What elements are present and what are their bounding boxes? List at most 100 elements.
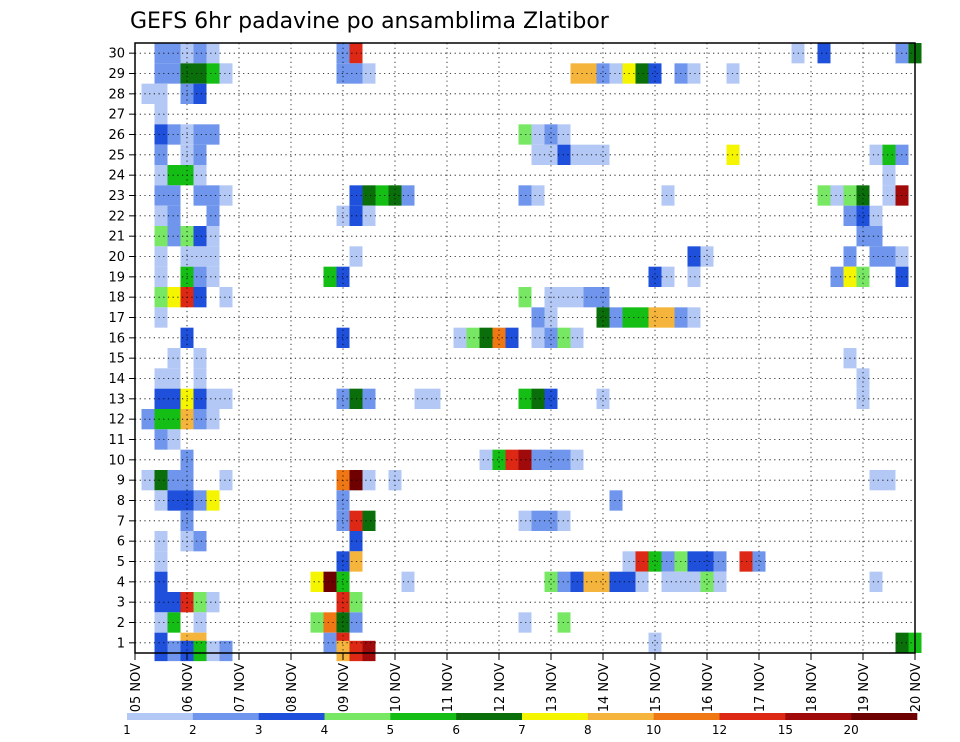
heatmap-cell	[206, 246, 220, 267]
colorbar-segment	[258, 713, 325, 720]
heatmap-cell	[687, 63, 701, 84]
y-tick-label: 20	[108, 250, 125, 265]
heatmap-cell	[167, 388, 181, 409]
heatmap-cell	[869, 571, 883, 592]
heatmap-cell	[167, 226, 181, 247]
heatmap-cell	[154, 266, 168, 287]
heatmap-cell	[167, 490, 181, 511]
heatmap-cell	[167, 287, 181, 308]
colorbar-segment	[192, 713, 259, 720]
heatmap-cell	[193, 144, 207, 165]
heatmap-cell	[219, 287, 233, 308]
heatmap-cell	[167, 409, 181, 430]
heatmap-cell	[154, 43, 168, 64]
heatmap-cell	[544, 144, 558, 165]
heatmap-cell	[154, 246, 168, 267]
heatmap-cell	[544, 327, 558, 348]
heatmap-cell	[154, 205, 168, 226]
heatmap-cell	[648, 307, 662, 328]
chart-title: GEFS 6hr padavine po ansamblima Zlatibor	[130, 9, 610, 34]
colorbar-label: 1	[123, 723, 131, 737]
heatmap-cell	[167, 165, 181, 186]
colorbar-label: 7	[518, 723, 526, 737]
heatmap-cell	[648, 551, 662, 572]
heatmap-cell	[882, 246, 896, 267]
x-tick-label: 09 NOV	[337, 663, 352, 712]
heatmap-cell	[596, 144, 610, 165]
heatmap-cell	[310, 571, 324, 592]
heatmap-cell	[531, 327, 545, 348]
heatmap-cell	[193, 612, 207, 633]
heatmap-cell	[596, 571, 610, 592]
y-tick-label: 9	[117, 474, 125, 489]
heatmap-cell	[557, 287, 571, 308]
heatmap-cell	[388, 185, 402, 206]
heatmap-cell	[154, 640, 168, 662]
heatmap-cell	[557, 510, 571, 531]
heatmap-cell	[193, 531, 207, 552]
x-tick-label: 12 NOV	[493, 663, 508, 712]
colorbar-segment	[390, 713, 457, 720]
colorbar-segment	[456, 713, 523, 720]
heatmap-cell	[544, 124, 558, 145]
x-tick-label: 20 NOV	[909, 663, 924, 712]
heatmap-cell	[557, 612, 571, 633]
heatmap-cell	[167, 124, 181, 145]
heatmap-cell	[154, 144, 168, 165]
heatmap-cell	[609, 571, 623, 592]
heatmap-cell	[193, 592, 207, 613]
heatmap-cell	[882, 144, 896, 165]
heatmap-cell	[362, 510, 376, 531]
heatmap-cell	[193, 348, 207, 369]
heatmap-cell	[661, 551, 675, 572]
heatmap-cell	[193, 165, 207, 186]
colorbar-segment	[587, 713, 654, 720]
heatmap-cell	[154, 165, 168, 186]
heatmap-cell	[336, 640, 350, 662]
heatmap-cell	[323, 632, 337, 653]
x-tick-label: 18 NOV	[805, 663, 820, 712]
heatmap-cell	[544, 388, 558, 409]
heatmap-cell	[349, 640, 363, 662]
x-tick-label: 08 NOV	[285, 663, 300, 712]
heatmap-cell	[154, 63, 168, 84]
y-tick-label: 24	[108, 169, 125, 184]
heatmap-cell	[531, 124, 545, 145]
colorbar-segment	[522, 713, 589, 720]
y-tick-label: 25	[108, 148, 125, 163]
heatmap-cell	[193, 43, 207, 64]
heatmap-cell	[206, 43, 220, 64]
colorbar-legend: 1 2 3 4 5 6 7 8 10 12 15 20	[123, 713, 918, 737]
heatmap-cell	[531, 388, 545, 409]
colorbar-segment	[653, 713, 720, 720]
heatmap-cell	[817, 185, 831, 206]
y-tick-label: 22	[108, 209, 125, 224]
heatmap-cell	[869, 246, 883, 267]
colorbar-label: 8	[584, 723, 592, 737]
heatmap-cell	[154, 287, 168, 308]
heatmap-cell	[882, 185, 896, 206]
heatmap-cell	[219, 63, 233, 84]
heatmap-cell	[154, 226, 168, 247]
heatmap-cell	[557, 124, 571, 145]
heatmap-cell	[661, 307, 675, 328]
heatmap-cell	[492, 449, 506, 470]
heatmap-cell	[219, 388, 233, 409]
heatmap-cell	[635, 571, 649, 592]
heatmap-cell	[518, 185, 532, 206]
x-tick-label: 10 NOV	[389, 663, 404, 712]
heatmap-cell	[219, 640, 233, 662]
heatmap-cell	[154, 124, 168, 145]
heatmap-cell	[713, 551, 727, 572]
heatmap-cell	[661, 266, 675, 287]
heatmap-cell	[661, 571, 675, 592]
heatmap-cell	[362, 205, 376, 226]
heatmap-cell	[193, 226, 207, 247]
y-tick-label: 21	[108, 230, 125, 245]
y-tick-label: 7	[117, 514, 125, 529]
heatmap-cell	[518, 287, 532, 308]
heatmap-cell	[154, 409, 168, 430]
heatmap-cell	[167, 185, 181, 206]
x-tick-label: 13 NOV	[545, 663, 560, 712]
heatmap-cell	[141, 83, 155, 104]
